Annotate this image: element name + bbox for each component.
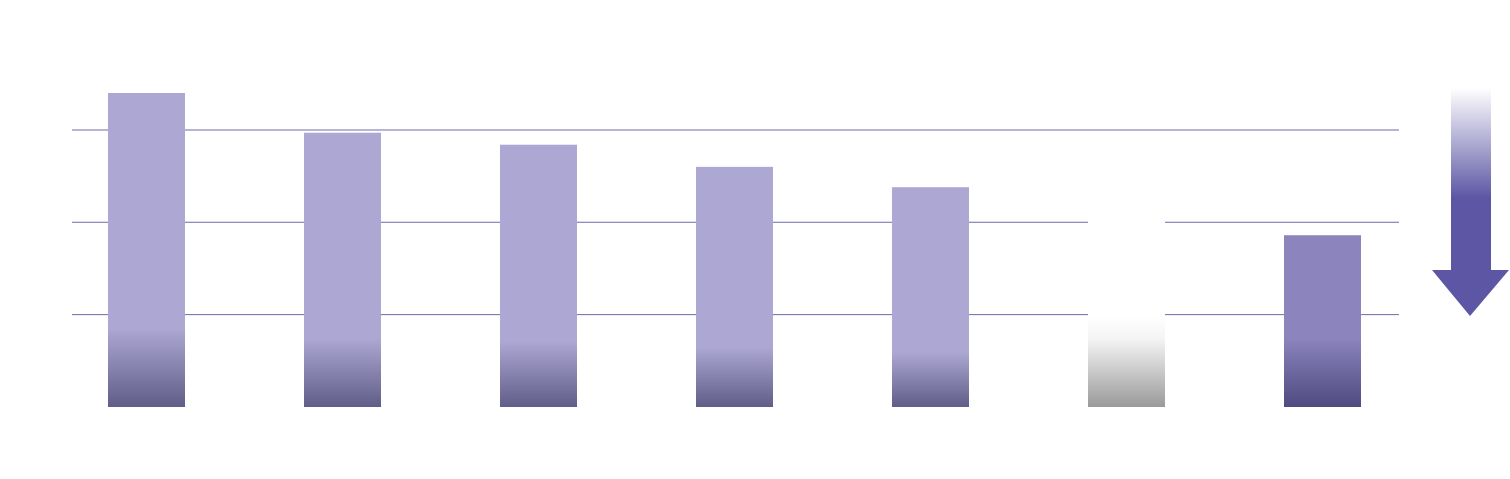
bars <box>108 93 1361 407</box>
bar-2 <box>304 132 381 407</box>
bar-7 <box>1284 235 1361 407</box>
arrow-head <box>1432 270 1509 316</box>
down-arrow-icon <box>1432 88 1509 316</box>
arrow-shaft <box>1451 88 1491 272</box>
bar-1 <box>108 93 185 407</box>
bar-4 <box>696 166 773 407</box>
bar-6 <box>1088 316 1165 407</box>
bar-3 <box>500 144 577 407</box>
bar-5 <box>892 187 969 407</box>
